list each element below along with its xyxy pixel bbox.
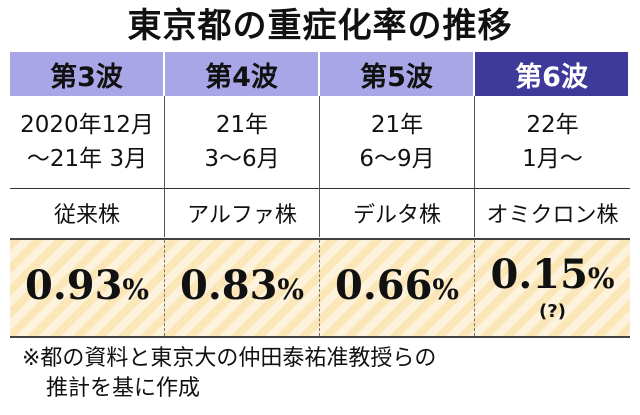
period-cell-4: 21年 3～6月 xyxy=(165,96,320,189)
rate-cell-3: 0.93% xyxy=(10,240,165,336)
wave-header-6: 第6波 xyxy=(475,52,630,96)
chart-title: 東京都の重症化率の推移 xyxy=(127,6,513,46)
wave-header-3: 第3波 xyxy=(10,52,165,96)
period-line: 2020年12月 xyxy=(20,112,154,138)
source-footnote: ※都の資料と東京大の仲田泰祐准教授らの 推計を基に作成 xyxy=(22,344,632,404)
period-line: 3～6月 xyxy=(204,146,280,172)
wave-header-5: 第5波 xyxy=(320,52,475,96)
rate-number: 0.15 xyxy=(490,251,588,298)
rate-row: 0.93% 0.83% 0.66% 0.15% (?) xyxy=(10,238,630,338)
rate-cell-4: 0.83% xyxy=(165,240,320,336)
rate-number: 0.93 xyxy=(24,262,123,309)
rate-number: 0.66 xyxy=(334,262,433,309)
period-line: 1月～ xyxy=(522,146,583,172)
period-line: 21年 xyxy=(215,112,269,138)
rate-value: 0.15% xyxy=(490,253,614,301)
rate-unit: % xyxy=(122,273,150,306)
period-line: 6～9月 xyxy=(359,146,435,172)
period-cell-6: 22年 1月～ xyxy=(475,96,630,189)
strain-cell-5: デルタ株 xyxy=(320,189,475,237)
period-line: 21年 xyxy=(370,112,424,138)
striped-background xyxy=(10,240,630,336)
wave-header-4: 第4波 xyxy=(165,52,320,96)
strain-cell-4: アルファ株 xyxy=(165,189,320,237)
period-cell-5: 21年 6～9月 xyxy=(320,96,475,189)
footnote-line-1: ※都の資料と東京大の仲田泰祐准教授らの xyxy=(22,346,437,371)
rate-uncertain-note: (?) xyxy=(539,301,566,322)
rate-unit: % xyxy=(587,262,615,295)
data-table: 第3波 第4波 第5波 第6波 2020年12月 ～21年 3月 21年 3～6… xyxy=(10,52,630,237)
strain-cell-3: 従来株 xyxy=(10,189,165,237)
rate-cell-5: 0.66% xyxy=(320,240,475,336)
rate-cell-6: 0.15% (?) xyxy=(475,240,630,336)
rate-unit: % xyxy=(277,273,305,306)
rate-number: 0.83 xyxy=(179,262,278,309)
period-line: 22年 xyxy=(526,112,579,138)
strain-cell-6: オミクロン株 xyxy=(486,203,619,228)
period-cell-3: 2020年12月 ～21年 3月 xyxy=(10,96,165,189)
period-line: ～21年 3月 xyxy=(26,146,148,172)
rate-unit: % xyxy=(432,273,460,306)
rate-value: 0.83% xyxy=(180,264,304,312)
rate-value: 0.93% xyxy=(25,264,149,312)
footnote-line-2: 推計を基に作成 xyxy=(46,376,201,401)
rate-value: 0.66% xyxy=(335,264,459,312)
